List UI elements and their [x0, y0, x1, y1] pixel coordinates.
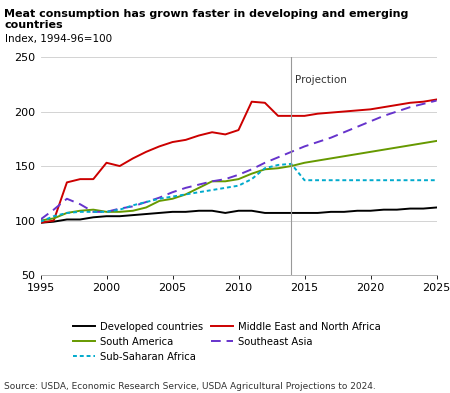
Legend: Developed countries, South America, Sub-Saharan Africa, Middle East and North Af: Developed countries, South America, Sub-… — [73, 321, 381, 362]
Text: Source: USDA, Economic Research Service, USDA Agricultural Projections to 2024.: Source: USDA, Economic Research Service,… — [4, 382, 376, 391]
Text: Meat consumption has grown faster in developing and emerging countries: Meat consumption has grown faster in dev… — [4, 9, 409, 30]
Text: Index, 1994-96=100: Index, 1994-96=100 — [5, 34, 112, 44]
Text: Projection: Projection — [295, 75, 347, 85]
